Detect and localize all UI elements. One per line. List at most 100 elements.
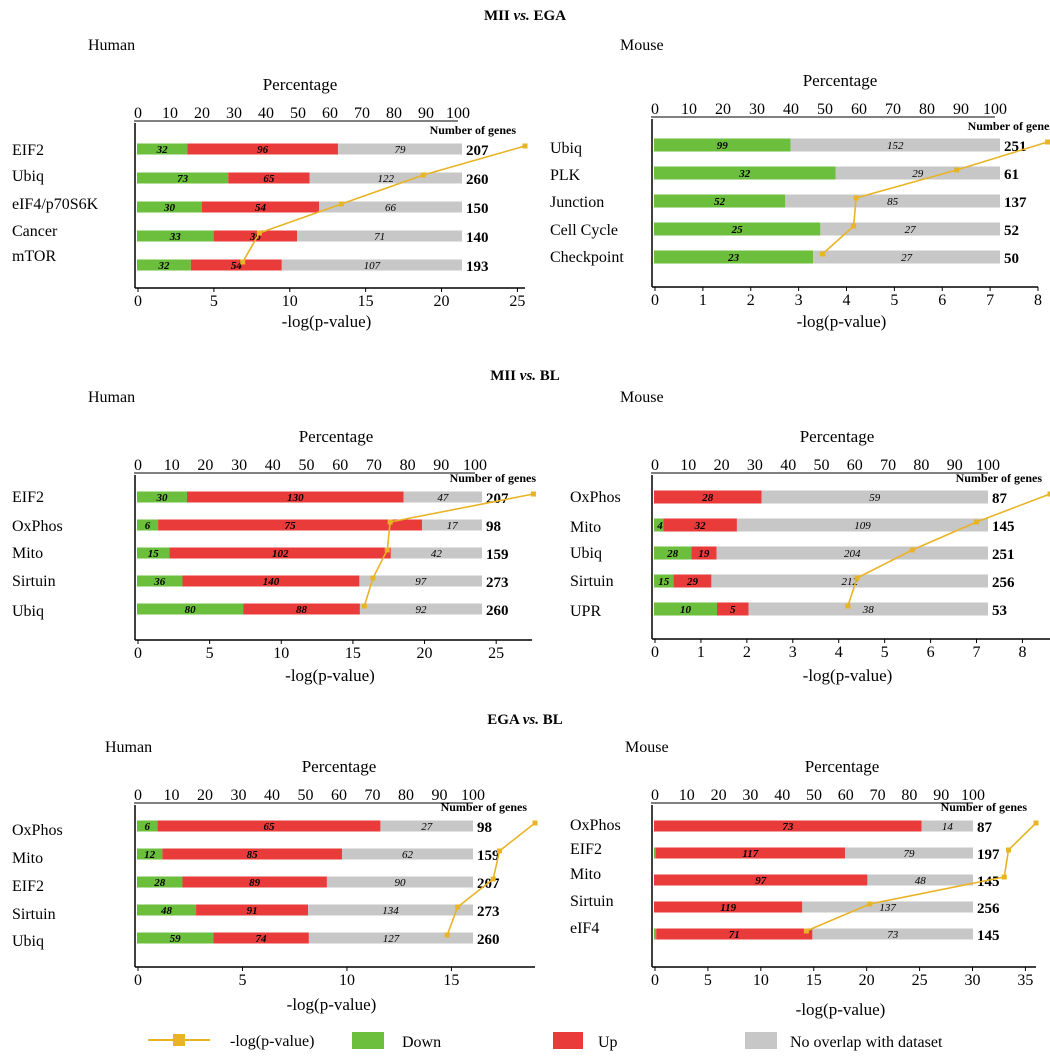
legend-nooverlap-label: No overlap with dataset xyxy=(790,1034,943,1051)
top-tick-label: 40 xyxy=(265,457,281,474)
top-axis-title: Percentage xyxy=(302,757,377,776)
category-label: Ubiq xyxy=(12,168,44,185)
bar-up xyxy=(169,547,391,559)
category-label: Ubiq xyxy=(570,545,602,562)
top-tick-label: 10 xyxy=(680,457,696,474)
top-tick-label: 90 xyxy=(418,105,434,122)
top-tick-label: 80 xyxy=(400,457,416,474)
top-tick-label: 0 xyxy=(651,457,659,474)
chart-panel-mii-ega-human: Human Percentage 0 10 20 30 40 50 60 70 80 90 100 0 5 1… xyxy=(12,37,528,331)
bar-nooverlap xyxy=(403,491,482,503)
pvalue-point xyxy=(496,848,502,854)
bar-nooverlap-label: 92 xyxy=(415,604,427,616)
gene-total: 52 xyxy=(1004,223,1019,239)
bottom-tick-label: 15 xyxy=(806,972,822,989)
bar-nooverlap-label: 17 xyxy=(447,520,459,532)
panel-title: Mouse xyxy=(620,37,664,54)
bottom-tick-label: 2 xyxy=(743,644,751,661)
bar-up xyxy=(202,201,319,213)
bar-up-label: 65 xyxy=(264,821,276,833)
top-tick-label: 90 xyxy=(933,787,949,804)
section-title-2: MII vs. BL xyxy=(490,368,560,384)
category-label: OxPhos xyxy=(12,822,63,839)
pvalue-point xyxy=(909,547,915,553)
top-tick-label: 40 xyxy=(258,105,274,122)
bar-down xyxy=(137,143,188,155)
bar-nooverlap xyxy=(790,138,1000,152)
category-label: Checkpoint xyxy=(550,249,624,266)
category-label: UPR xyxy=(570,603,601,620)
bottom-tick-label: 0 xyxy=(134,293,142,310)
bottom-tick-label: 35 xyxy=(1017,972,1033,989)
number-of-genes-header: Number of genes xyxy=(441,800,528,814)
top-tick-label: 100 xyxy=(463,457,487,474)
bottom-tick-label: 0 xyxy=(134,972,142,989)
bottom-tick-label: 4 xyxy=(835,644,843,661)
bar-nooverlap-label: 27 xyxy=(905,224,917,236)
bar-down xyxy=(654,518,664,532)
bar-nooverlap xyxy=(359,603,482,615)
chart-panel-mii-bl-mouse: Mouse Percentage 0 10 20 30 40 50 60 70 80 90 100 0 1 2… xyxy=(570,389,1050,685)
top-axis-title: Percentage xyxy=(800,427,875,446)
gene-total: 273 xyxy=(477,904,500,920)
bar-down-label: 28 xyxy=(666,548,679,560)
top-tick-label: 80 xyxy=(398,787,414,804)
bar-down xyxy=(137,201,202,213)
bar-down-label: 30 xyxy=(163,202,176,214)
gene-total: 273 xyxy=(486,575,509,591)
bar-up xyxy=(654,874,868,886)
bar-nooverlap-label: 134 xyxy=(382,905,399,917)
top-tick-label: 50 xyxy=(817,101,833,118)
bar-down xyxy=(137,820,158,832)
bar-down xyxy=(654,847,656,859)
bar-down xyxy=(137,575,183,587)
category-label: eIF4/p70S6K xyxy=(12,196,99,213)
bar-up xyxy=(717,602,749,616)
category-label: Cancer xyxy=(12,223,58,240)
legend-up: Up xyxy=(553,1032,618,1051)
gene-total: 207 xyxy=(466,143,489,159)
pvalue-point xyxy=(954,167,960,173)
bar-nooverlap-label: 62 xyxy=(402,849,414,861)
bottom-tick-label: 8 xyxy=(1018,644,1026,661)
bottom-tick-label: 2 xyxy=(747,292,755,309)
bar-up xyxy=(655,847,846,859)
pvalue-point xyxy=(974,519,980,525)
gene-total: 98 xyxy=(486,519,501,535)
gene-total: 150 xyxy=(466,201,489,217)
bar-up xyxy=(213,230,298,242)
bottom-axis-title: -log(p-value) xyxy=(285,666,375,685)
top-tick-label: 10 xyxy=(164,457,180,474)
pvalue-point xyxy=(532,820,538,826)
top-tick-label: 40 xyxy=(783,101,799,118)
bar-nooverlap xyxy=(867,874,973,886)
bar-up-label: 119 xyxy=(720,902,736,914)
top-tick-label: 30 xyxy=(747,457,763,474)
bar-up-label: 85 xyxy=(247,849,259,861)
top-tick-label: 60 xyxy=(838,787,854,804)
bar-down-label: 28 xyxy=(153,877,166,889)
category-label: Mito xyxy=(12,850,43,867)
bar-nooverlap xyxy=(359,575,482,587)
bar-up xyxy=(190,259,282,271)
bar-nooverlap-label: 14 xyxy=(942,821,954,833)
category-label: eIF4 xyxy=(570,920,599,937)
bar-nooverlap-label: 29 xyxy=(912,168,924,180)
category-label: EIF2 xyxy=(12,489,44,506)
bottom-tick-label: 4 xyxy=(843,292,851,309)
bar-up xyxy=(157,820,381,832)
bar-up-label: 19 xyxy=(698,548,710,560)
bar-up xyxy=(654,901,803,913)
gene-total: 87 xyxy=(977,820,993,836)
bottom-tick-label: 25 xyxy=(912,972,928,989)
bar-nooverlap xyxy=(326,876,473,888)
top-tick-label: 70 xyxy=(365,787,381,804)
category-label: Sirtuin xyxy=(12,573,56,590)
bar-down xyxy=(654,166,836,180)
bar-up xyxy=(654,820,922,832)
top-tick-label: 20 xyxy=(715,101,731,118)
bar-down xyxy=(654,138,791,152)
top-tick-label: 10 xyxy=(679,787,695,804)
top-tick-label: 0 xyxy=(134,105,142,122)
gene-total: 256 xyxy=(977,901,1000,917)
